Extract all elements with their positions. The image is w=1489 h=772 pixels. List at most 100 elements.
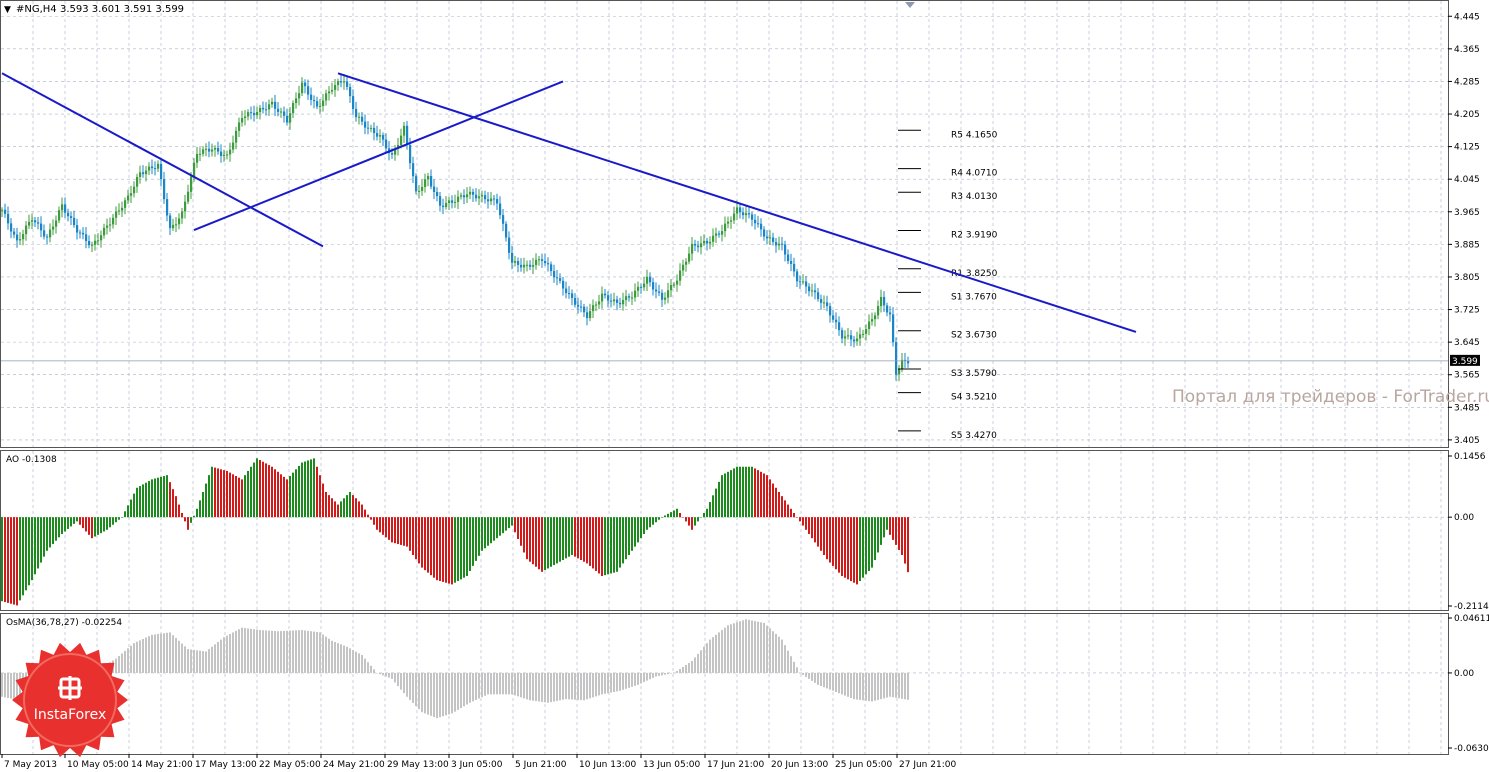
osma-bar (877, 672, 879, 700)
candle-body (22, 234, 25, 240)
candle-body (850, 335, 853, 340)
candle-body (238, 122, 241, 131)
candle-body (571, 293, 574, 299)
candle-body (37, 222, 40, 224)
ao-bar (508, 517, 510, 529)
candle-body (661, 292, 664, 300)
trendline[interactable] (337, 72, 1137, 333)
osma-bar (664, 672, 666, 675)
ao-bar (235, 476, 237, 518)
candle-body (541, 259, 544, 261)
ao-bar (418, 517, 420, 564)
candle-body (133, 186, 136, 194)
candle-body (568, 293, 571, 295)
ao-bar (679, 512, 681, 518)
pivot-label: R1 3.8250 (951, 269, 998, 279)
osma-bar (220, 639, 222, 673)
osma-bar (445, 672, 447, 716)
candle-body (853, 339, 856, 342)
ao-bar (1, 517, 3, 602)
candle-body (379, 135, 382, 137)
candle-body (769, 237, 772, 239)
candle-body (142, 172, 145, 175)
ao-bar (460, 517, 462, 580)
ao-bar (76, 517, 78, 522)
osma-bar (703, 646, 705, 673)
candle-body (235, 130, 238, 143)
ao-bar (295, 469, 297, 518)
candle-body (469, 191, 472, 195)
osma-bar (694, 657, 696, 673)
ao-bar (865, 517, 867, 575)
ao-bar (763, 473, 765, 518)
candle-body (367, 127, 370, 129)
osma-bar (742, 620, 744, 673)
osma-bar (352, 650, 354, 673)
ao-bar (103, 517, 105, 532)
candle-body (253, 112, 256, 116)
osma-bar (280, 631, 282, 673)
candle-body (295, 98, 298, 104)
candle-body (628, 296, 631, 298)
osma-bar (808, 672, 810, 679)
candle-body (76, 225, 79, 233)
pivot-label: R3 4.0130 (951, 192, 998, 202)
candle-body (763, 229, 766, 237)
shift-marker-icon[interactable] (905, 2, 915, 8)
osma-bar (826, 672, 828, 689)
pivot-label: R2 3.9190 (951, 231, 998, 241)
osma-bar (727, 625, 729, 673)
candle-body (223, 154, 226, 156)
ao-bar (859, 517, 861, 582)
trendline[interactable] (193, 80, 564, 232)
ao-bar (856, 517, 858, 585)
candle-body (670, 285, 673, 291)
candle-body (574, 298, 577, 305)
ao-bar (133, 493, 135, 518)
ao-bar (298, 465, 300, 518)
osma-bar (520, 672, 522, 698)
ao-bar (832, 517, 834, 566)
candle-body (652, 282, 655, 290)
ao-bar (16, 517, 18, 606)
candle-body (391, 153, 394, 155)
ao-bar (91, 517, 93, 539)
trend-lines[interactable] (1, 72, 1137, 333)
ao-bar (745, 466, 747, 518)
trendline[interactable] (1, 72, 324, 248)
pivot-label: S3 3.5790 (951, 369, 997, 379)
ao-bar (349, 491, 351, 518)
ao-bar (406, 517, 408, 547)
osma-bar (601, 672, 603, 695)
candle-body (604, 293, 607, 296)
candle-body (526, 264, 529, 266)
ao-bar (49, 517, 51, 548)
candle-body (532, 265, 535, 267)
ao-bar (115, 517, 117, 523)
ao-bar (652, 517, 654, 525)
osma-bar (559, 672, 561, 701)
axis-tick-label: 0.1456 (1454, 452, 1486, 462)
osma-bar (640, 672, 642, 684)
ao-bar (847, 517, 849, 580)
ao-bar (826, 517, 828, 560)
ao-bar (814, 517, 816, 543)
ao-bar (160, 476, 162, 518)
pivot-label: S1 3.7670 (951, 292, 997, 302)
osma-bar (661, 672, 663, 676)
osma-bar (769, 628, 771, 673)
candle-body (631, 297, 634, 299)
candle-body (841, 330, 844, 339)
ao-bar (13, 517, 15, 605)
ao-bar (64, 517, 66, 532)
osma-bar (766, 625, 768, 673)
candle-body (400, 135, 403, 145)
candle-body (856, 338, 859, 342)
ao-bar (880, 517, 882, 545)
ao-bar (724, 473, 726, 518)
osma-bar (202, 651, 204, 673)
ao-bar (223, 470, 225, 518)
candle-body (199, 153, 202, 155)
osma-bar (319, 632, 321, 673)
